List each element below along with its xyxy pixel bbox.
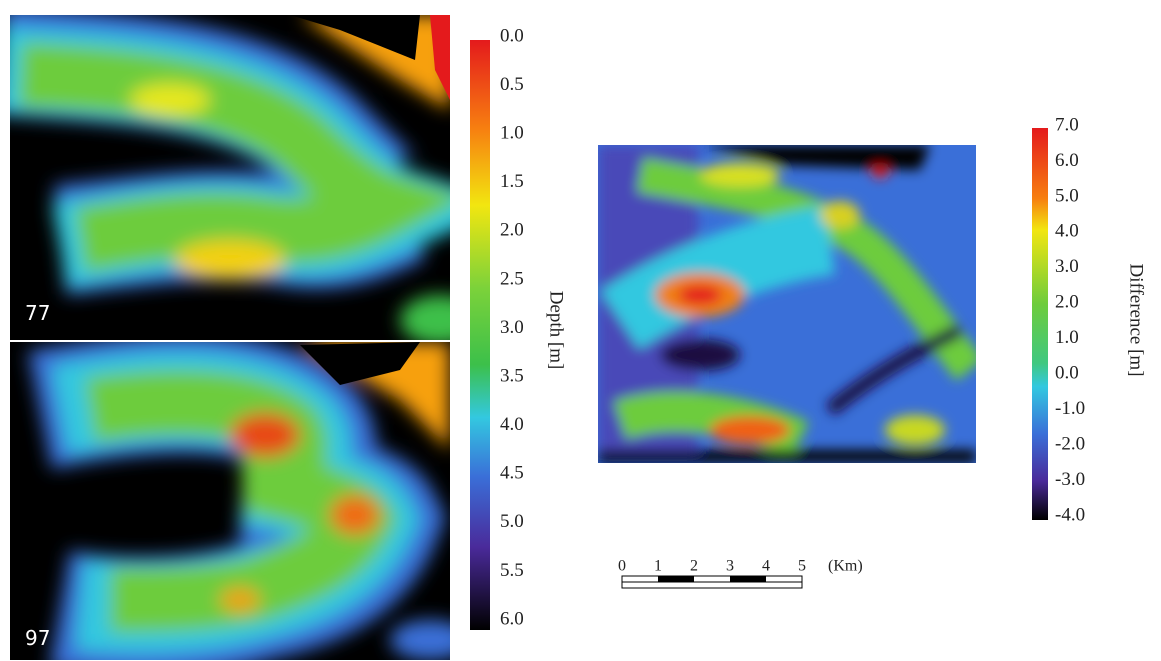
depth-map-97: 97 [10, 342, 450, 660]
tick-label: 2.5 [500, 268, 524, 289]
tick-label: 2.0 [500, 220, 524, 241]
depth-title: Depth [m] [546, 291, 567, 370]
scale-label: 1 [654, 558, 662, 575]
difference-title: Difference [m] [1126, 263, 1147, 376]
tick-label: 3.0 [500, 317, 524, 338]
scale-bar: 0 1 2 3 4 5 [618, 558, 806, 589]
tick-label: -4.0 [1055, 504, 1085, 525]
scale-unit: (Km) [828, 558, 863, 575]
tick-label: 6.0 [500, 608, 524, 629]
difference-ticks: 7.0 6.0 5.0 4.0 3.0 2.0 1.0 0.0 -1.0 -2.0 -3.0 -4.0 [1055, 114, 1085, 525]
scale-label: 0 [618, 558, 626, 575]
tick-label: 0.0 [1055, 363, 1079, 384]
tick-label: 5.0 [500, 511, 524, 532]
tick-label: 1.5 [500, 171, 524, 192]
difference-colorbar [1032, 128, 1048, 520]
tick-label: -1.0 [1055, 398, 1085, 419]
depth-colorbar [470, 40, 490, 630]
scale-label: 2 [690, 558, 698, 575]
tick-label: 7.0 [1055, 114, 1079, 135]
depth-ticks: 0.0 0.5 1.0 1.5 2.0 2.5 3.0 3.5 4.0 4.5 5.0 5.5 6.0 [500, 25, 524, 629]
tick-label: 4.0 [500, 414, 524, 435]
scale-label: 3 [726, 558, 734, 575]
tick-label: -2.0 [1055, 433, 1085, 454]
tick-label: 1.0 [1055, 327, 1079, 348]
tick-label: 0.0 [500, 25, 524, 46]
difference-map [598, 145, 976, 463]
tick-label: -3.0 [1055, 469, 1085, 490]
tick-label: 5.0 [1055, 185, 1079, 206]
tick-label: 6.0 [1055, 150, 1079, 171]
tick-label: 2.0 [1055, 292, 1079, 313]
depth-map-77: 77 [10, 15, 450, 340]
panel-label: 77 [25, 301, 50, 325]
tick-label: 3.5 [500, 365, 524, 386]
tick-label: 1.0 [500, 123, 524, 144]
tick-label: 4.0 [1055, 221, 1079, 242]
scale-label: 4 [762, 558, 770, 575]
tick-label: 5.5 [500, 560, 524, 581]
tick-label: 3.0 [1055, 256, 1079, 277]
tick-label: 4.5 [500, 463, 524, 484]
scale-label: 5 [798, 558, 806, 575]
tick-label: 0.5 [500, 74, 524, 95]
panel-label: 97 [25, 626, 50, 650]
